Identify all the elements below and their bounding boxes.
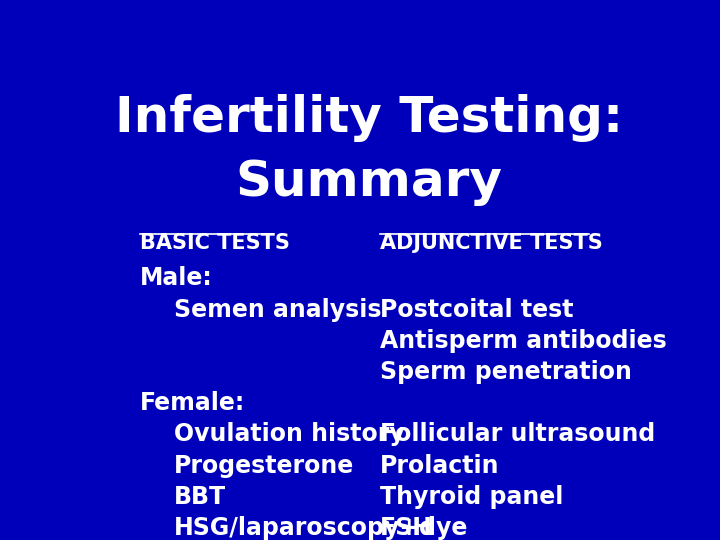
- Text: Postcoital test: Postcoital test: [380, 298, 574, 322]
- Text: Antisperm antibodies: Antisperm antibodies: [380, 329, 667, 353]
- Text: Sperm penetration: Sperm penetration: [380, 360, 632, 384]
- Text: ADJUNCTIVE TESTS: ADJUNCTIVE TESTS: [380, 233, 603, 253]
- Text: BASIC TESTS: BASIC TESTS: [140, 233, 290, 253]
- Text: Progesterone: Progesterone: [174, 454, 354, 477]
- Text: Ovulation history: Ovulation history: [174, 422, 405, 447]
- Text: Summary: Summary: [235, 158, 503, 206]
- Text: Infertility Testing:: Infertility Testing:: [115, 94, 623, 142]
- Text: Male:: Male:: [140, 266, 213, 291]
- Text: HSG/laparoscopy+dye: HSG/laparoscopy+dye: [174, 516, 468, 540]
- Text: Follicular ultrasound: Follicular ultrasound: [380, 422, 655, 447]
- Text: Thyroid panel: Thyroid panel: [380, 485, 564, 509]
- Text: Prolactin: Prolactin: [380, 454, 500, 477]
- Text: Female:: Female:: [140, 391, 246, 415]
- Text: Semen analysis: Semen analysis: [174, 298, 381, 322]
- Text: BBT: BBT: [174, 485, 226, 509]
- Text: FSH: FSH: [380, 516, 433, 540]
